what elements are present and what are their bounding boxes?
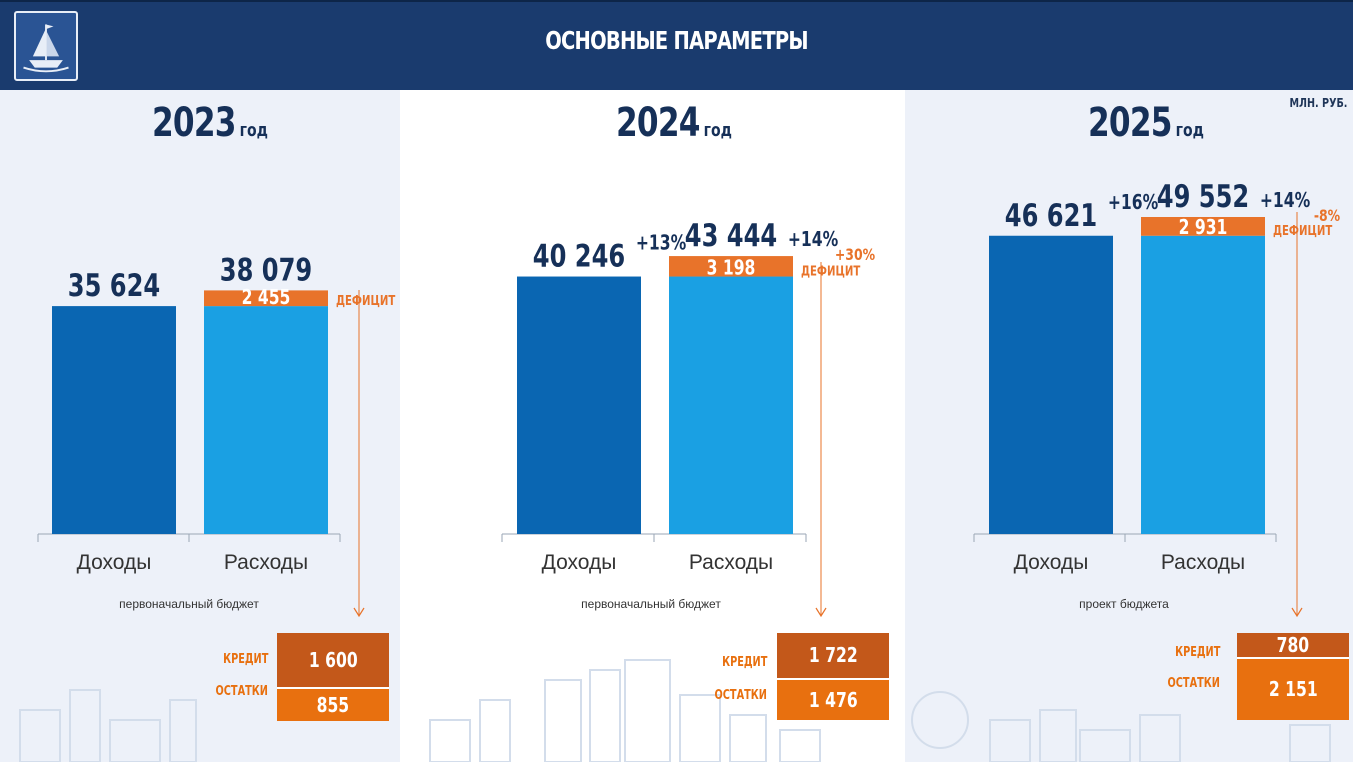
- expense-value-label: 38 079: [220, 251, 312, 288]
- income-change-label: +16%: [1108, 191, 1158, 214]
- deficit-arrow-head: [815, 607, 827, 618]
- expense-value-label: 43 444: [685, 217, 777, 254]
- year-title-2024: 2024 год: [616, 100, 732, 146]
- rest-value: 1 476: [808, 688, 858, 712]
- deficit-text-label: ДЕФИЦИТ: [336, 293, 395, 309]
- category-label-income: Доходы: [77, 551, 152, 574]
- credit-label-2025: КРЕДИТ: [1174, 645, 1220, 660]
- deficit-change-label: -8%: [1314, 208, 1340, 226]
- deficit-text-label: ДЕФИЦИТ: [1273, 222, 1332, 238]
- category-label-expense: Расходы: [224, 551, 308, 574]
- ship-emblem-icon: [14, 11, 78, 81]
- income-value-label: 46 621: [1005, 197, 1097, 234]
- credit-label-2023: КРЕДИТ: [222, 652, 268, 667]
- loan-box-2024: 1 722 1 476: [777, 633, 889, 720]
- expense-value-label: 49 552: [1157, 178, 1249, 215]
- income-bar: [517, 276, 641, 534]
- income-value-label: 40 246: [533, 238, 625, 275]
- rest-cell: 855: [277, 687, 389, 721]
- deficit-segment: [204, 290, 328, 307]
- year-number: 2024: [616, 100, 700, 146]
- income-change-label: +13%: [636, 232, 686, 255]
- income-value-label: 35 624: [68, 267, 160, 304]
- rest-value: 2 151: [1268, 677, 1318, 701]
- year-number: 2025: [1088, 100, 1172, 146]
- year-title-2025: 2025 год: [1088, 100, 1204, 146]
- deficit-change-label: +30%: [835, 247, 875, 265]
- unit-label: МЛН. РУБ.: [1289, 96, 1347, 110]
- income-bar: [52, 306, 176, 534]
- credit-cell: 1 722: [777, 633, 889, 678]
- credit-value: 1 722: [808, 643, 858, 667]
- rest-cell: 2 151: [1237, 657, 1349, 720]
- credit-cell: 1 600: [277, 633, 389, 687]
- year-suffix: год: [703, 120, 732, 141]
- expense-bar: [1141, 235, 1265, 534]
- rest-value: 855: [316, 693, 350, 717]
- header-bar: ОСНОВНЫЕ ПАРАМЕТРЫ: [0, 0, 1353, 90]
- category-label-income: Доходы: [1014, 551, 1089, 574]
- rest-cell: 1 476: [777, 678, 889, 720]
- rest-label-2023: ОСТАТКИ: [215, 684, 268, 699]
- year-suffix: год: [1175, 120, 1204, 141]
- deficit-segment: [1141, 217, 1265, 236]
- expense-change-label: +14%: [788, 228, 838, 251]
- deficit-text-label: ДЕФИЦИТ: [801, 263, 860, 279]
- credit-value: 780: [1276, 633, 1310, 657]
- expense-bar: [204, 306, 328, 534]
- year-number: 2023: [152, 100, 236, 146]
- page-title: ОСНОВНЫЕ ПАРАМЕТРЫ: [545, 26, 808, 55]
- deficit-arrow-head: [353, 607, 365, 618]
- deficit-segment: [669, 256, 793, 277]
- caption-2024: первоначальный бюджет: [581, 597, 721, 611]
- rest-label-2025: ОСТАТКИ: [1167, 676, 1220, 691]
- deficit-value-label: 3 198: [707, 257, 756, 280]
- expense-change-label: +14%: [1260, 189, 1310, 212]
- year-suffix: год: [239, 120, 268, 141]
- expense-bar: [669, 276, 793, 534]
- income-bar: [989, 235, 1113, 534]
- category-label-expense: Расходы: [1161, 551, 1245, 574]
- credit-value: 1 600: [308, 648, 358, 672]
- year-title-2023: 2023 год: [152, 100, 268, 146]
- loan-box-2025: 780 2 151: [1237, 633, 1349, 720]
- deficit-arrow-head: [1291, 607, 1303, 618]
- deficit-value-label: 2 931: [1179, 216, 1228, 239]
- credit-cell: 780: [1237, 633, 1349, 657]
- category-label-expense: Расходы: [689, 551, 773, 574]
- deficit-value-label: 2 455: [242, 286, 291, 309]
- caption-2025: проект бюджета: [1079, 597, 1169, 611]
- rest-label-2024: ОСТАТКИ: [714, 688, 767, 703]
- category-label-income: Доходы: [542, 551, 617, 574]
- caption-2023: первоначальный бюджет: [119, 597, 259, 611]
- loan-box-2023: 1 600 855: [277, 633, 389, 721]
- header-border: [0, 0, 1353, 2]
- credit-label-2024: КРЕДИТ: [721, 655, 767, 670]
